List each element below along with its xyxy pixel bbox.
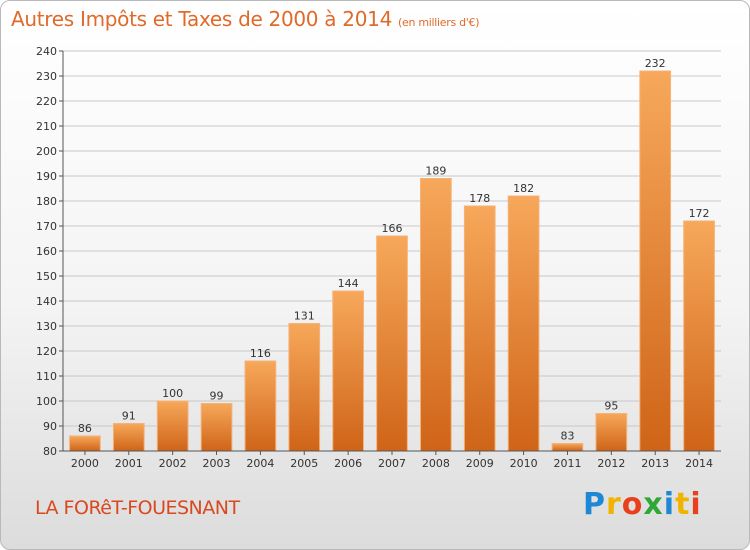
bar	[463, 205, 496, 452]
y-tick-label: 220	[36, 95, 57, 108]
bar-value-label: 182	[513, 182, 534, 195]
commune-name: LA FORêT-FOUESNANT	[35, 497, 240, 519]
y-tick-label: 180	[36, 195, 57, 208]
bar-value-label: 99	[210, 390, 224, 403]
bar-value-label: 91	[122, 410, 136, 423]
logo-letter: P	[583, 487, 606, 522]
bar	[595, 413, 628, 452]
y-tick-label: 100	[36, 395, 57, 408]
x-tick-label: 2002	[159, 457, 187, 470]
logo-letter: x	[643, 487, 664, 522]
y-tick-label: 230	[36, 70, 57, 83]
bar	[288, 323, 321, 452]
bar-value-label: 131	[294, 310, 315, 323]
y-tick-label: 120	[36, 345, 57, 358]
x-tick-label: 2014	[685, 457, 713, 470]
bar	[639, 70, 672, 452]
y-tick-label: 90	[43, 420, 57, 433]
x-tick-label: 2003	[203, 457, 231, 470]
y-tick-label: 170	[36, 220, 57, 233]
logo-letter: i	[663, 487, 676, 522]
bar-value-label: 95	[604, 400, 618, 413]
bar	[683, 220, 715, 452]
logo-letter: t	[675, 487, 691, 522]
y-tick-label: 240	[36, 45, 57, 58]
x-tick-label: 2009	[466, 457, 494, 470]
x-axis: 2000 2001 2002 2003 2004 2005 2006 2007 2008 2009…	[63, 450, 721, 470]
chart-title-text: Autres Impôts et Taxes de 2000 à 2014	[11, 7, 392, 31]
x-tick-label: 2001	[115, 457, 143, 470]
x-tick-label: 2004	[246, 457, 274, 470]
y-tick-label: 150	[36, 270, 57, 283]
bar-value-label: 232	[645, 57, 666, 70]
proxiti-logo: Proxiti	[583, 487, 702, 522]
logo-letter: r	[606, 487, 622, 522]
y-tick-label: 110	[36, 370, 57, 383]
x-tick-label: 2005	[290, 457, 318, 470]
y-tick-label: 200	[36, 145, 57, 158]
bar	[507, 195, 540, 452]
x-tick-label: 2011	[553, 457, 581, 470]
y-axis: 80 90 100 110 120 130 140 150 160 170 180 190 200 210…	[36, 45, 64, 458]
y-tick-label: 190	[36, 170, 57, 183]
bar	[332, 290, 364, 452]
chart-subtitle: (en milliers d'€)	[398, 16, 480, 29]
x-tick-label: 2010	[510, 457, 538, 470]
x-tick-label: 2008	[422, 457, 450, 470]
bar	[244, 360, 277, 452]
bar	[112, 423, 145, 452]
x-tick-label: 2013	[641, 457, 669, 470]
bar-value-label: 189	[425, 165, 446, 178]
bar	[420, 178, 452, 452]
bar	[69, 435, 101, 452]
bar	[551, 443, 584, 452]
bar-value-label: 166	[382, 222, 403, 235]
x-tick-label: 2007	[378, 457, 406, 470]
y-tick-label: 130	[36, 320, 57, 333]
x-tick-label: 2012	[597, 457, 625, 470]
bar	[376, 235, 408, 452]
chart-title: Autres Impôts et Taxes de 2000 à 2014 (en…	[11, 7, 479, 31]
bar-value-label: 86	[78, 422, 92, 435]
bar-value-label: 116	[250, 347, 271, 360]
bar-value-label: 172	[689, 207, 710, 220]
y-tick-label: 210	[36, 120, 57, 133]
x-tick-label: 2000	[71, 457, 99, 470]
bar-value-label: 144	[338, 277, 359, 290]
bar	[156, 400, 189, 452]
y-tick-label: 140	[36, 295, 57, 308]
bar	[200, 403, 233, 452]
bar-value-label: 100	[162, 387, 183, 400]
logo-letter: i	[690, 487, 702, 522]
y-tick-label: 80	[43, 445, 57, 458]
bar-value-label: 83	[560, 430, 574, 443]
x-tick-label: 2006	[334, 457, 362, 470]
logo-letter: o	[621, 487, 644, 522]
y-tick-label: 160	[36, 245, 57, 258]
bars: 86 91 100 99 116 131 144 166 189 178 182 83 95 232 172	[69, 57, 715, 452]
bar-value-label: 178	[469, 192, 490, 205]
